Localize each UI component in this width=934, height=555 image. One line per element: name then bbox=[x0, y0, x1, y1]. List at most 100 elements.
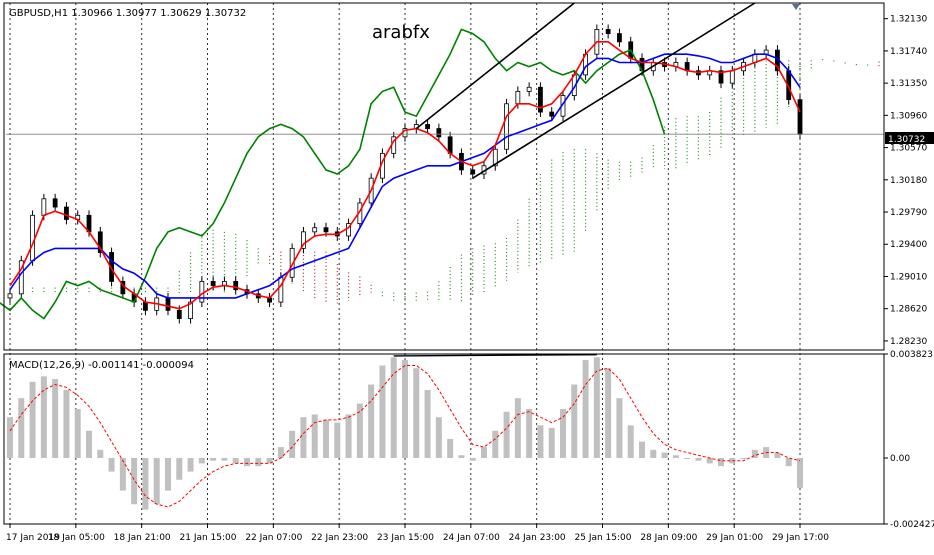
macd-histogram-bar bbox=[244, 457, 250, 467]
macd-signal-line bbox=[9, 365, 801, 508]
macd-histogram-bar bbox=[718, 457, 724, 467]
macd-histogram-bar bbox=[571, 384, 578, 458]
macd-histogram-bar bbox=[639, 441, 645, 458]
macd-histogram-bar bbox=[616, 398, 623, 458]
macd-histogram-bar bbox=[492, 430, 499, 458]
y-tick-label: 1.30960 bbox=[890, 111, 927, 121]
x-tick-label: 28 Jan 09:00 bbox=[640, 533, 697, 543]
macd-histogram-bar bbox=[176, 457, 183, 480]
macd-histogram-bar bbox=[277, 447, 284, 458]
x-tick-label: 22 Jan 23:00 bbox=[311, 533, 368, 543]
macd-pane-frame bbox=[3, 353, 885, 525]
candle-body bbox=[109, 252, 114, 282]
macd-histogram-bar bbox=[785, 457, 792, 467]
candle-body bbox=[301, 231, 306, 249]
macd-histogram-bar bbox=[379, 365, 386, 458]
watermark-text: arabfx bbox=[372, 22, 430, 43]
macd-histogram-bar bbox=[97, 449, 104, 458]
candle-body bbox=[312, 227, 318, 233]
indicator-lines bbox=[0, 2, 884, 320]
macd-histogram-bar bbox=[503, 411, 510, 458]
macd-histogram-bar bbox=[548, 428, 555, 458]
macd-divergence-line bbox=[393, 353, 597, 357]
macd-histogram-bar bbox=[526, 409, 533, 458]
macd-y-tick-label: 0.00 bbox=[890, 454, 910, 464]
candle-body bbox=[526, 86, 532, 92]
macd-histogram-bar bbox=[469, 457, 476, 461]
macd-histogram-bar bbox=[582, 360, 589, 458]
macd-histogram-bar bbox=[232, 457, 239, 464]
macd-histogram-bar bbox=[40, 376, 47, 458]
candle-body bbox=[617, 33, 622, 43]
x-tick-label: 24 Jan 07:00 bbox=[443, 533, 500, 543]
macd-histogram-bar bbox=[435, 417, 442, 458]
candle-body bbox=[7, 293, 13, 299]
macd-histogram-bar bbox=[334, 422, 341, 458]
y-tick-label: 1.30180 bbox=[890, 176, 927, 186]
macd-histogram-bar bbox=[447, 438, 454, 458]
macd-histogram-bar bbox=[289, 430, 296, 458]
y-tick-label: 1.29790 bbox=[890, 208, 927, 218]
candle-body bbox=[176, 309, 182, 320]
y-tick-label: 1.29010 bbox=[890, 272, 927, 282]
macd-histogram-bar bbox=[255, 457, 262, 467]
candle-body bbox=[504, 103, 509, 150]
candle-body bbox=[492, 148, 498, 167]
y-tick-label: 1.31740 bbox=[890, 47, 927, 57]
macd-histogram-bar bbox=[740, 457, 747, 459]
macd-histogram-bar bbox=[751, 449, 758, 458]
candle-body bbox=[52, 198, 58, 208]
candle-body bbox=[143, 301, 148, 311]
macd-histogram-bar bbox=[537, 425, 544, 458]
macd-histogram-bar bbox=[311, 414, 318, 458]
symbol-ohlc-label: GBPUSD,H1 1.30966 1.30977 1.30629 1.3073… bbox=[9, 8, 246, 19]
shift-arrow-icon[interactable] bbox=[792, 4, 800, 10]
macd-histogram-bar bbox=[119, 457, 126, 491]
macd-histogram-bar bbox=[706, 457, 713, 464]
x-tick-label: 25 Jan 15:00 bbox=[575, 533, 632, 543]
x-tick-label: 29 Jan 01:00 bbox=[706, 533, 763, 543]
macd-y-tick-label: -0.002427 bbox=[890, 520, 934, 530]
candle-body bbox=[188, 301, 193, 320]
candle-body bbox=[323, 227, 329, 233]
candle-body bbox=[30, 214, 35, 262]
x-tick-label: 18 Jan 05:00 bbox=[48, 533, 105, 543]
macd-histogram-bar bbox=[458, 455, 465, 458]
macd-histogram-bar bbox=[210, 457, 217, 461]
macd-histogram-bar bbox=[481, 447, 487, 458]
candle-body bbox=[278, 276, 284, 303]
macd-histogram-bar bbox=[774, 452, 781, 458]
candle-body bbox=[233, 281, 239, 291]
macd-histogram-bar bbox=[729, 457, 736, 464]
candle-body bbox=[41, 198, 47, 216]
y-tick-label: 1.31350 bbox=[890, 79, 927, 89]
macd-title-label: MACD(12,26,9) -0.001141 -0.000094 bbox=[9, 360, 194, 371]
grid-layer bbox=[9, 3, 801, 524]
macd-histogram-bar bbox=[672, 455, 679, 458]
x-tick-label: 29 Jan 17:00 bbox=[772, 533, 829, 543]
candle-body bbox=[538, 86, 543, 113]
x-tick-label: 22 Jan 07:00 bbox=[245, 533, 302, 543]
macd-histogram-bar bbox=[198, 457, 205, 464]
macd-histogram-bar bbox=[514, 398, 521, 458]
x-tick-label: 21 Jan 15:00 bbox=[180, 533, 237, 543]
candle-body bbox=[605, 29, 611, 34]
macd-histogram-bar bbox=[142, 457, 149, 510]
macd-histogram-bar bbox=[18, 398, 25, 458]
chikou-span-line bbox=[0, 28, 666, 320]
y-tick-label: 1.32130 bbox=[890, 15, 927, 25]
current-price-label: 1.30732 bbox=[888, 135, 925, 145]
macd-histogram-bar bbox=[627, 425, 634, 458]
tenkan-sen-line bbox=[9, 40, 801, 310]
x-tick-label: 24 Jan 23:00 bbox=[509, 533, 566, 543]
macd-histogram-bar bbox=[266, 457, 273, 464]
channel-upper-trendline bbox=[415, 2, 575, 130]
kijun-sen-line bbox=[9, 53, 801, 299]
candle-body bbox=[549, 111, 555, 117]
current-price-tag bbox=[885, 132, 934, 144]
channel-lower-trendline bbox=[472, 2, 756, 179]
macd-histogram-bar bbox=[368, 384, 375, 458]
x-tick-label: 23 Jan 15:00 bbox=[377, 533, 434, 543]
